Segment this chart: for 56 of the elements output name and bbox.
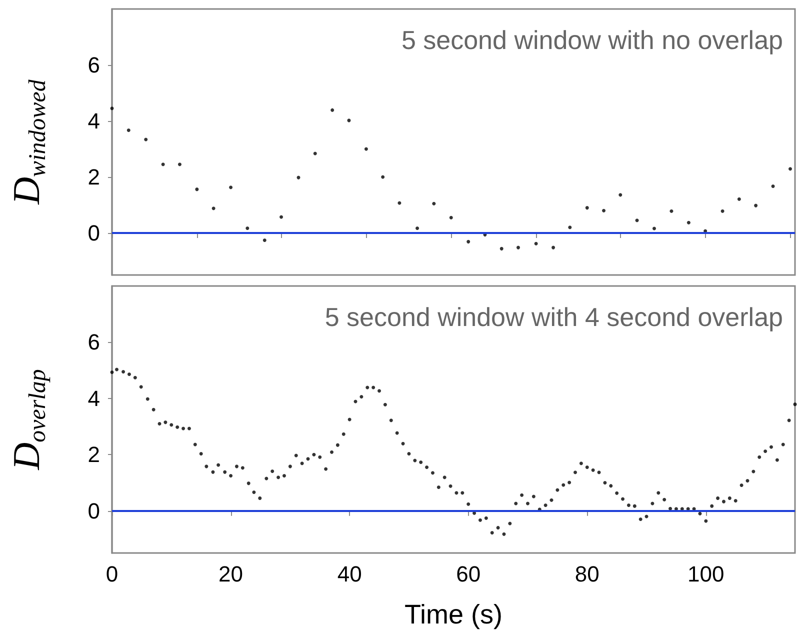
point [500, 246, 504, 250]
x-tick-label: 100 [688, 562, 724, 586]
point [670, 209, 674, 213]
x-tick-label: 80 [574, 562, 600, 586]
point [144, 138, 148, 142]
annotation: 5 second window with no overlap [401, 25, 784, 55]
y-tick-label: 4 [88, 386, 100, 411]
point [246, 226, 250, 230]
point [449, 216, 453, 220]
x-axis-title: Time (s) [404, 600, 502, 630]
point [585, 206, 589, 210]
point [686, 220, 690, 224]
y-axis-title: Doverlap [6, 369, 51, 471]
point [788, 167, 792, 171]
point [280, 215, 284, 219]
point [552, 246, 556, 250]
y-tick-label: 2 [88, 442, 100, 468]
point [618, 193, 622, 197]
x-tick-label: 40 [337, 562, 362, 586]
point [262, 238, 266, 242]
point [195, 188, 199, 192]
point [212, 206, 216, 210]
x-tick-label: 20 [218, 562, 244, 586]
point [602, 208, 606, 212]
y-tick-label: 2 [88, 164, 100, 190]
point [364, 147, 368, 151]
y-axis-title: Dwindowed [6, 78, 51, 206]
point [313, 152, 317, 156]
point [720, 209, 724, 213]
point [432, 202, 436, 206]
x-tick-label: 60 [456, 562, 481, 586]
point [161, 162, 165, 166]
y-tick-label: 4 [88, 108, 100, 134]
point [534, 242, 538, 246]
y-tick-label: 6 [88, 330, 100, 355]
point [110, 106, 114, 110]
y-tick-label: 6 [88, 52, 100, 78]
point [754, 204, 758, 208]
point [771, 184, 775, 188]
point [416, 226, 420, 230]
point [516, 246, 520, 250]
annotation: 5 second window with 4 second overlap [324, 302, 784, 332]
point [330, 108, 334, 112]
point [381, 175, 385, 179]
point [178, 162, 182, 166]
point [126, 128, 130, 132]
point [568, 226, 572, 230]
point [347, 118, 351, 122]
point [635, 218, 639, 222]
point [466, 240, 470, 244]
point [229, 186, 233, 190]
y-tick-label: 0 [88, 220, 100, 246]
x-tick-label: 0 [106, 562, 118, 586]
y-tick-label: 0 [88, 498, 100, 524]
point [652, 226, 656, 230]
point [737, 197, 741, 201]
